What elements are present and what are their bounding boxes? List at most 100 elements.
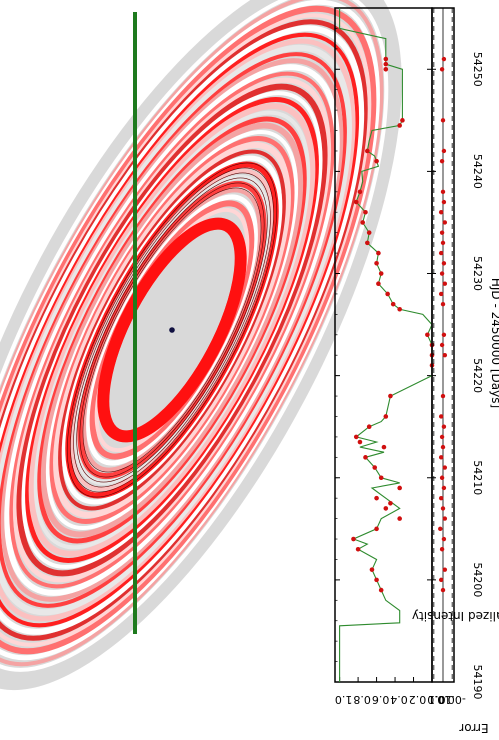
observation-point bbox=[374, 495, 379, 501]
residual-y-ticks: -0.10.00.1 bbox=[428, 68, 466, 706]
y-tick-label: 0.8 bbox=[353, 693, 371, 706]
observation-point bbox=[378, 475, 384, 481]
ring-line bbox=[70, 167, 274, 493]
observation-point bbox=[383, 506, 389, 511]
residual-point bbox=[438, 414, 444, 419]
observation-point bbox=[400, 118, 405, 123]
ring-line bbox=[73, 172, 271, 488]
ring bbox=[53, 142, 291, 518]
x-tick-label: 54190 bbox=[471, 665, 484, 700]
observation-point bbox=[388, 500, 393, 506]
observation-point bbox=[376, 250, 381, 256]
central-star bbox=[169, 327, 175, 333]
ring-line bbox=[66, 162, 278, 498]
residual-point bbox=[439, 475, 445, 480]
x-ticks: 54190 54200 54210 54220 54230 54240 54250 bbox=[335, 7, 484, 700]
observation-point bbox=[369, 567, 375, 572]
residual-point bbox=[440, 587, 446, 593]
residual-point bbox=[441, 261, 447, 266]
residual-point bbox=[439, 230, 445, 235]
y-tick-label: 0.0 bbox=[427, 693, 445, 706]
residual-point bbox=[438, 577, 444, 583]
ring-line bbox=[76, 177, 268, 483]
observation-point bbox=[425, 332, 430, 338]
residual-point bbox=[441, 56, 447, 62]
residual-points bbox=[438, 56, 448, 593]
observation-point bbox=[397, 306, 402, 312]
residual-point bbox=[441, 148, 447, 154]
ring bbox=[16, 83, 328, 577]
residual-point bbox=[438, 526, 443, 532]
ring-line bbox=[79, 182, 265, 478]
residual-point bbox=[438, 250, 444, 256]
x-tick-label: 54200 bbox=[471, 562, 484, 597]
ring bbox=[28, 103, 316, 557]
observation-point bbox=[397, 123, 402, 128]
residual-axis-label: Error bbox=[459, 721, 488, 735]
y-tick-label: 0.4 bbox=[390, 693, 408, 706]
observation-point bbox=[357, 439, 363, 445]
ring bbox=[21, 91, 323, 569]
observation-point bbox=[365, 148, 370, 154]
observation-point bbox=[374, 577, 379, 583]
ring bbox=[0, 0, 434, 682]
ring bbox=[4, 64, 340, 596]
residual-point bbox=[441, 424, 447, 429]
residual-point bbox=[440, 393, 446, 399]
ring bbox=[65, 161, 279, 499]
ring bbox=[0, 13, 372, 647]
inner-ring bbox=[97, 217, 247, 443]
residual-point bbox=[439, 67, 445, 72]
residual-point bbox=[442, 516, 448, 521]
observation-point bbox=[363, 455, 368, 460]
observation-points bbox=[351, 56, 435, 593]
residual-point bbox=[439, 547, 445, 552]
residual-point bbox=[440, 118, 446, 123]
observation-point bbox=[363, 209, 368, 215]
observation-point bbox=[388, 393, 393, 399]
ring bbox=[9, 71, 335, 589]
residual-panel: -0.10.00.1 bbox=[428, 7, 466, 706]
residual-point bbox=[440, 189, 446, 195]
ring bbox=[58, 149, 286, 511]
observation-point bbox=[366, 424, 372, 429]
residual-point bbox=[439, 342, 445, 348]
observation-point bbox=[355, 546, 361, 552]
residual-point bbox=[439, 434, 445, 440]
observation-point bbox=[365, 240, 370, 246]
residual-point bbox=[440, 444, 446, 450]
ring bbox=[0, 0, 384, 667]
observation-point bbox=[353, 199, 359, 205]
residual-point bbox=[442, 353, 448, 358]
observation-point bbox=[366, 230, 372, 235]
x-tick-label: 54230 bbox=[471, 256, 484, 291]
observation-point bbox=[360, 220, 366, 225]
y-tick-label: 1.0 bbox=[335, 693, 353, 706]
x-axis-label: HJD - 2450000 [Days] bbox=[489, 278, 499, 408]
observation-point bbox=[357, 189, 363, 195]
residual-point bbox=[438, 455, 444, 460]
residual-point bbox=[438, 495, 444, 501]
y-tick-label: 0.6 bbox=[372, 693, 390, 706]
residual-point bbox=[441, 536, 447, 542]
ring bbox=[0, 44, 352, 616]
observation-point bbox=[397, 485, 402, 491]
residual-point bbox=[439, 158, 445, 164]
x-tick-label: 54240 bbox=[471, 154, 484, 189]
ring bbox=[40, 122, 304, 538]
observation-point bbox=[372, 465, 378, 470]
residual-tick-label: 0.1 bbox=[428, 693, 446, 706]
observation-point bbox=[383, 61, 389, 67]
observation-point bbox=[383, 56, 389, 62]
residual-point bbox=[439, 271, 445, 276]
observation-point bbox=[378, 587, 384, 593]
observation-point bbox=[376, 281, 381, 287]
y-axis-label: Normalized Intensity bbox=[412, 609, 499, 623]
observation-point bbox=[385, 291, 390, 297]
residual-tick-label: -0.1 bbox=[444, 693, 465, 706]
residual-point bbox=[441, 332, 447, 337]
residual-point bbox=[441, 199, 447, 205]
observation-point bbox=[397, 516, 402, 521]
